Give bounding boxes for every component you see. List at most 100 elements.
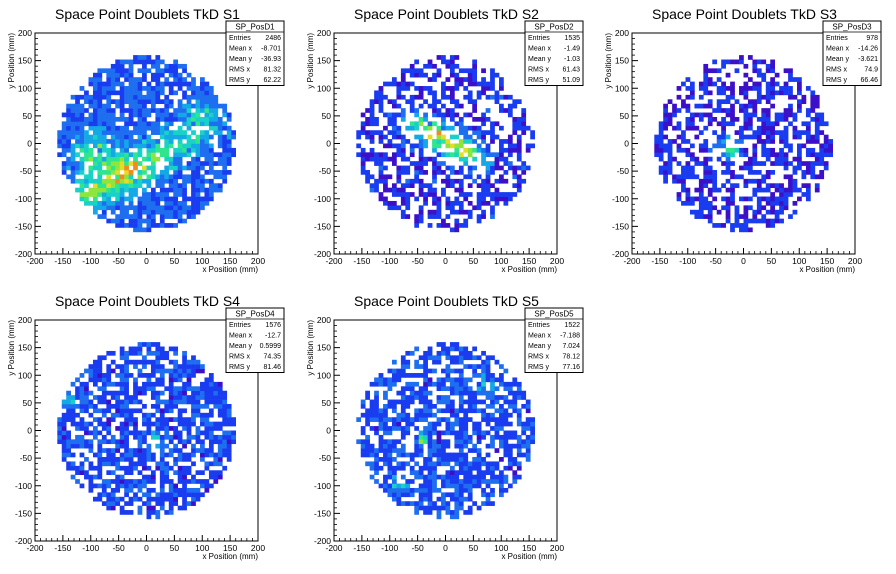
heatmap-cell (418, 501, 424, 506)
heatmap-cell (512, 403, 518, 409)
heatmap-cell (213, 170, 219, 175)
heatmap-cell (810, 161, 816, 166)
heatmap-cell (494, 196, 500, 202)
heatmap-cell (97, 399, 103, 405)
heatmap-cell (84, 474, 89, 480)
heatmap-cell (119, 408, 125, 414)
heatmap-cell (503, 147, 509, 153)
heatmap-cell (128, 170, 134, 175)
heatmap-cell (476, 465, 482, 471)
heatmap-cell (694, 161, 700, 166)
heatmap-cell (667, 152, 673, 158)
heatmap-cell (414, 412, 420, 418)
heatmap-cell (712, 196, 718, 202)
heatmap-cell (400, 434, 406, 440)
heatmap-cell (467, 134, 473, 140)
heatmap-cell (698, 178, 704, 184)
heatmap-cell (92, 90, 98, 96)
heatmap-cell (124, 510, 129, 515)
heatmap-cell (57, 143, 63, 149)
heatmap-cell (530, 417, 535, 422)
heatmap-cell (396, 174, 402, 180)
heatmap-cell (101, 492, 107, 498)
heatmap-cell (507, 452, 513, 458)
heatmap-cell (387, 430, 393, 436)
heatmap-cell (84, 426, 89, 431)
heatmap-cell (472, 116, 478, 122)
heatmap-cell (106, 218, 112, 224)
heatmap-cell (70, 421, 76, 427)
heatmap-cell (783, 152, 789, 158)
heatmap-cell (467, 200, 473, 206)
heatmap-cell (663, 174, 668, 180)
heatmap-cell (195, 161, 201, 166)
heatmap-cell (84, 134, 89, 140)
heatmap-cell (101, 81, 107, 87)
heatmap-cell (516, 99, 522, 105)
heatmap-cell (525, 426, 531, 431)
heatmap-cell (458, 68, 464, 74)
heatmap-cell (150, 412, 156, 418)
heatmap-cell (490, 152, 495, 158)
heatmap-cell (436, 457, 442, 462)
heatmap-cell (663, 108, 668, 113)
heatmap-cell (97, 200, 103, 206)
heatmap-cell (774, 214, 780, 219)
heatmap-cell (177, 81, 183, 87)
heatmap-cell (137, 68, 143, 74)
heatmap-cell (516, 139, 522, 144)
heatmap-cell (405, 156, 411, 162)
heatmap-cell (137, 390, 143, 396)
y-tick-label: 100 (317, 370, 331, 380)
heatmap-cell (761, 196, 767, 202)
heatmap-cell (124, 99, 129, 105)
heatmap-cell (101, 434, 107, 440)
heatmap-cell (427, 187, 433, 193)
heatmap-cell (721, 59, 726, 65)
heatmap-cell (150, 63, 156, 69)
heatmap-cell (681, 178, 686, 184)
heatmap-cell (182, 483, 187, 489)
heatmap-cell (396, 192, 402, 197)
heatmap-cell (716, 209, 722, 215)
heatmap-cell (512, 461, 518, 467)
heatmap-cell (418, 183, 424, 188)
stats-row-value: 81.46 (263, 364, 281, 371)
heatmap-cell (454, 496, 460, 502)
heatmap-cell (128, 192, 134, 197)
heatmap-cell (186, 395, 192, 400)
heatmap-cell (101, 121, 107, 127)
heatmap-cell (97, 81, 103, 87)
heatmap-cell (133, 381, 138, 387)
heatmap-cell (191, 417, 196, 422)
heatmap-cell (155, 359, 161, 365)
heatmap-cell (689, 121, 695, 127)
heatmap-cell (119, 86, 125, 91)
heatmap-cell (441, 443, 446, 449)
heatmap-cell (137, 510, 143, 515)
heatmap-cell (449, 116, 455, 122)
y-tick-label: -200 (314, 536, 331, 546)
heatmap-cell (427, 505, 433, 511)
heatmap-cell (396, 421, 402, 427)
heatmap-cell (499, 147, 504, 153)
heatmap-cell (208, 461, 214, 467)
heatmap-cell (133, 417, 138, 422)
heatmap-cell (400, 403, 406, 409)
heatmap-cell (467, 408, 473, 414)
heatmap-cell (409, 121, 415, 127)
heatmap-cell (101, 483, 107, 489)
heatmap-cell (79, 94, 85, 100)
heatmap-cell (756, 196, 762, 202)
heatmap-cell (186, 143, 192, 149)
heatmap-cell (490, 139, 495, 144)
heatmap-cell (391, 457, 397, 462)
heatmap-cell (454, 381, 460, 387)
heatmap-cell (159, 134, 165, 140)
heatmap-cell (494, 386, 500, 392)
heatmap-cell (128, 350, 134, 356)
heatmap-cell (159, 421, 165, 427)
heatmap-cell (391, 443, 397, 449)
heatmap-cell (467, 390, 473, 396)
heatmap-cell (490, 395, 495, 400)
